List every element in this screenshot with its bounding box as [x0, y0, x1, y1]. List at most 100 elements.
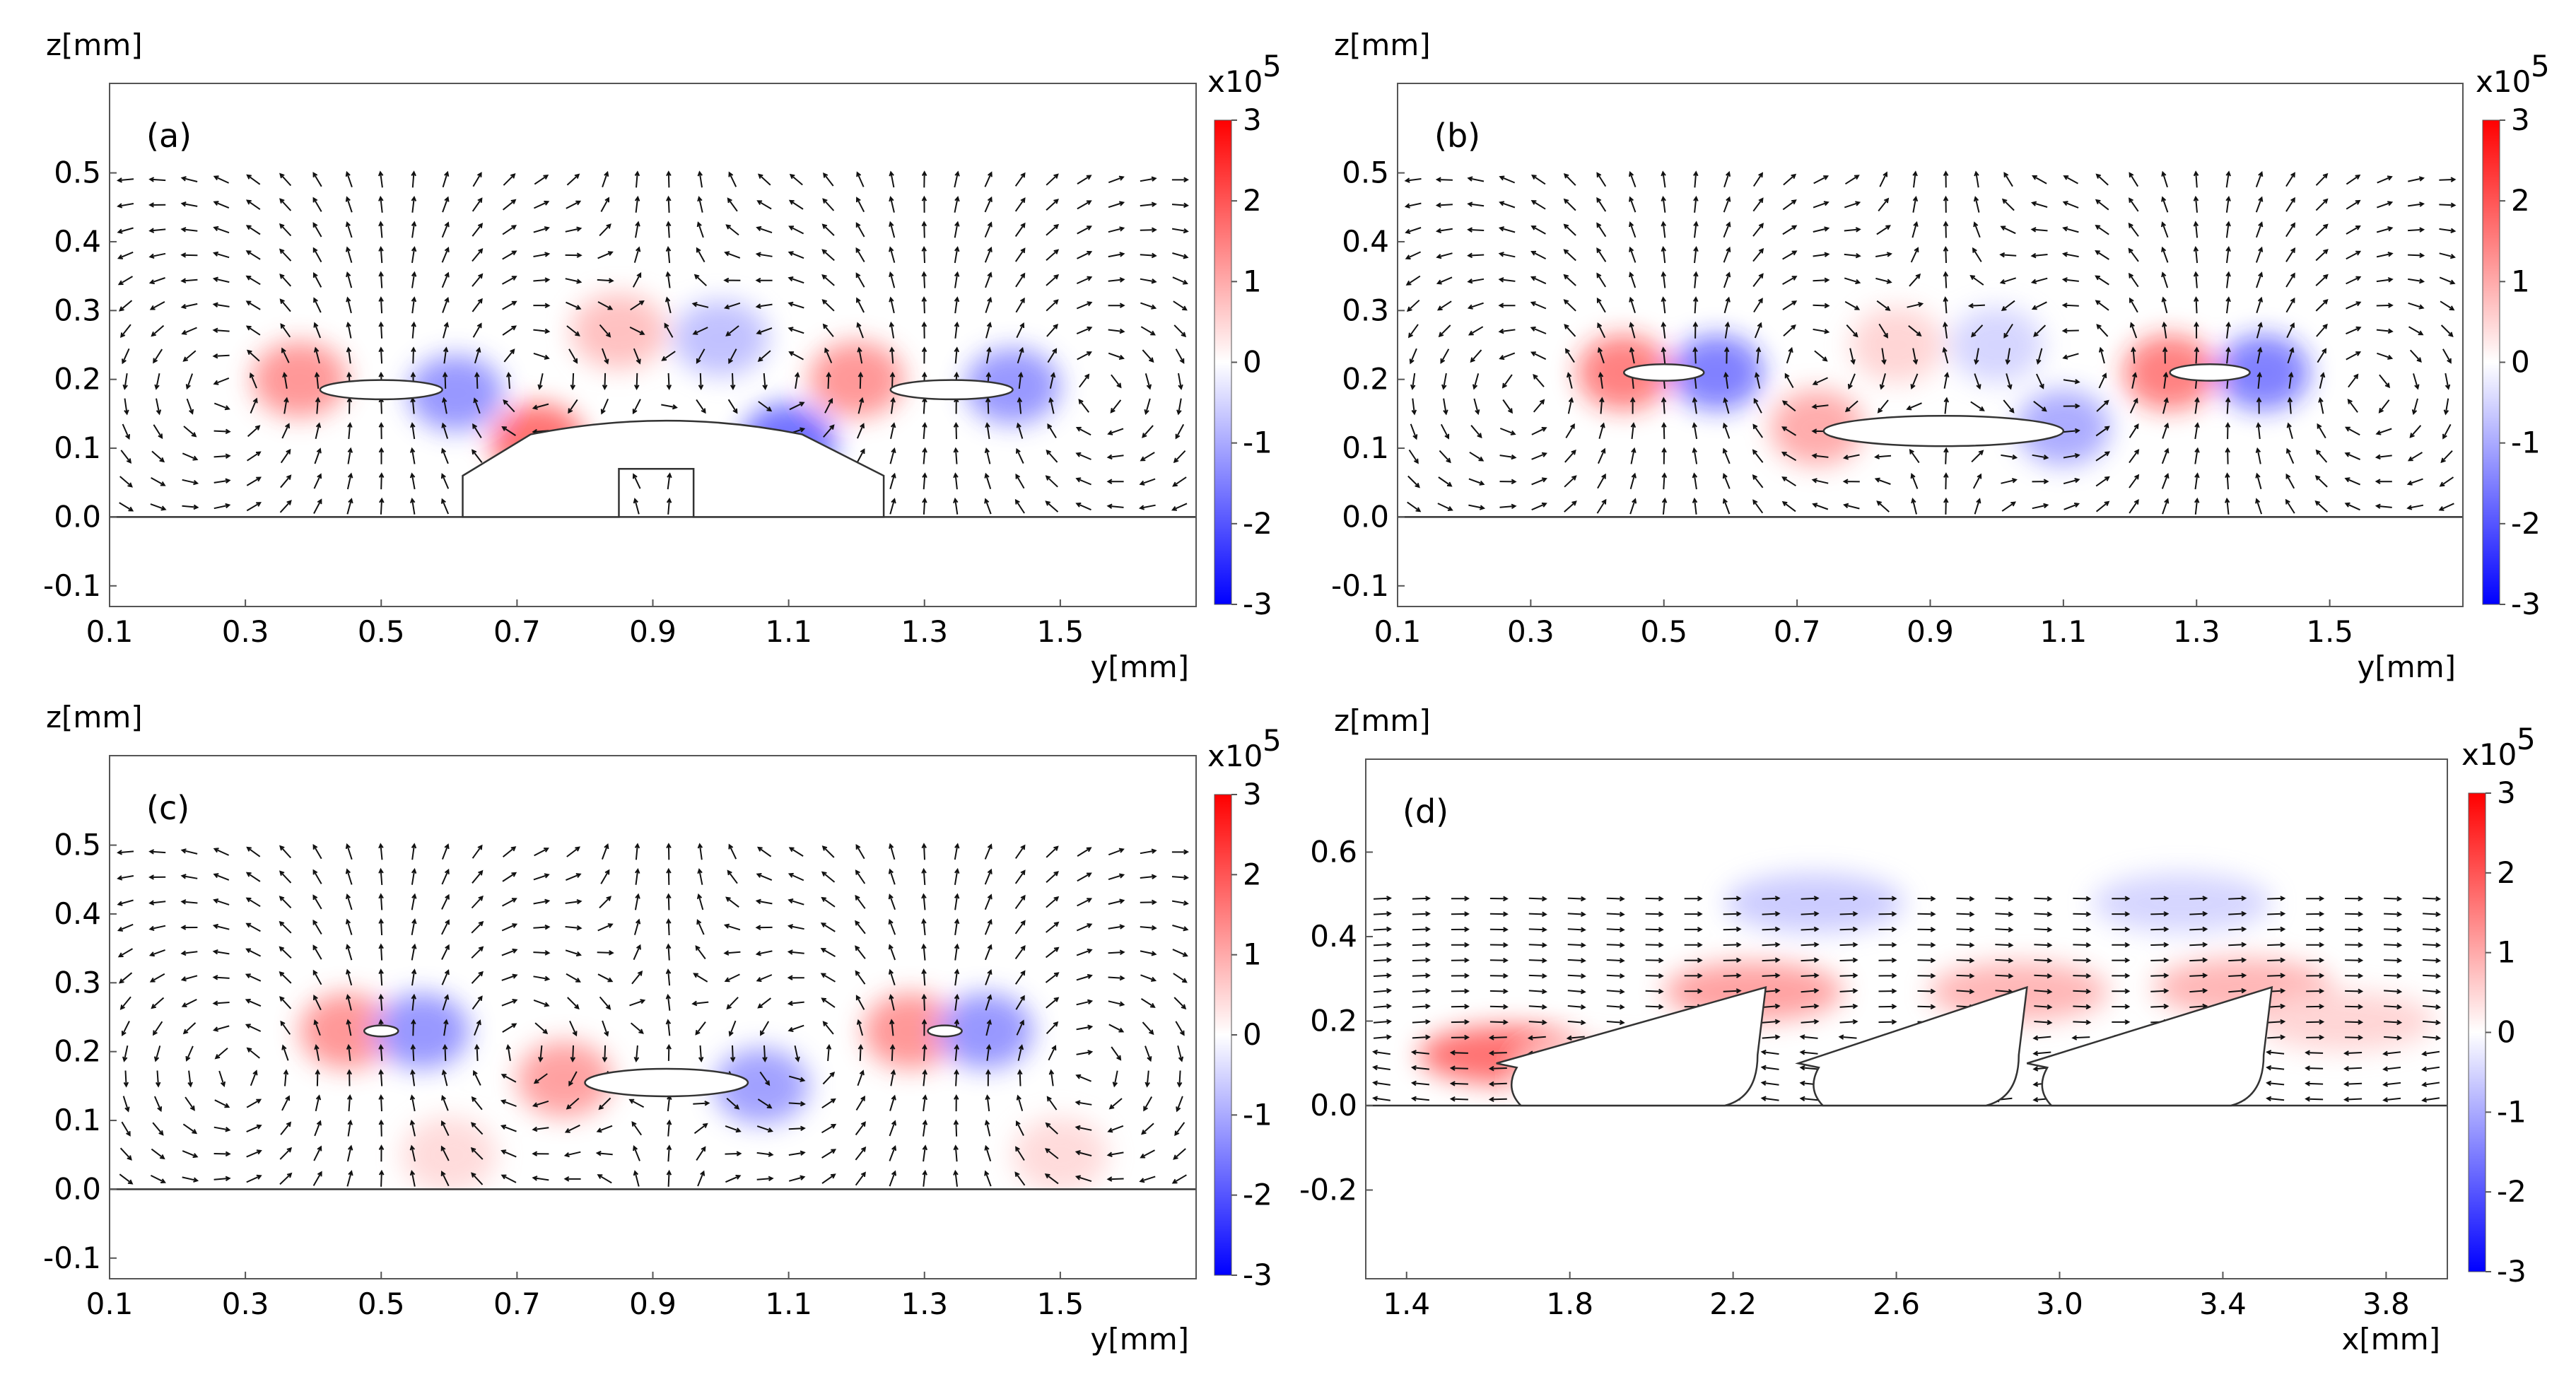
panel-b-arrow-354 — [1844, 252, 1861, 259]
panel-c-arrow-200 — [1076, 1050, 1094, 1055]
panel-a-arrow-141 — [283, 397, 289, 414]
panel-c-arrow-113 — [471, 1096, 483, 1111]
panel-d-arrow-357 — [2189, 910, 2208, 917]
panel-a-arrow-438 — [1077, 200, 1092, 210]
panel-c-arrow-389 — [599, 896, 611, 909]
panel-d-arrow-278 — [2384, 958, 2403, 963]
panel-a-arrow-148 — [503, 399, 515, 413]
panel-d-arrow-390 — [2384, 896, 2403, 902]
panel-a-ytick-label-2: 0.3 — [54, 293, 101, 327]
panel-b-arrow-338 — [2408, 278, 2425, 284]
panel-a-arrow-299 — [985, 296, 993, 313]
panel-a-arrow-29 — [1045, 500, 1059, 512]
panel-a-arrow-367 — [984, 246, 993, 263]
panel-a-arrow-94 — [953, 447, 959, 464]
panel-b-arrow-386 — [1782, 225, 1798, 235]
panel-b-arrow-130 — [2286, 422, 2293, 439]
panel-b-lobe-7 — [1950, 307, 2044, 383]
panel-a-arrow-473 — [1108, 175, 1125, 184]
panel-c-xtick-label-6: 1.3 — [901, 1287, 948, 1321]
panel-d-arrow-230 — [1606, 973, 1625, 979]
panel-c-arrow-190 — [762, 1045, 768, 1062]
panel-c-arrow-114 — [500, 1099, 517, 1107]
panel-d-arrow-179 — [1801, 1003, 1820, 1009]
panel-a-arrow-414 — [312, 197, 322, 212]
panel-c-arrow-232 — [1016, 1019, 1024, 1036]
panel-c-arrow-337 — [1108, 949, 1125, 956]
panel-c-arrow-172 — [185, 1045, 194, 1062]
panel-c-arrow-22 — [821, 1173, 836, 1184]
panel-d-arrow-386 — [2228, 896, 2247, 901]
panel-a-arrow-463 — [789, 173, 803, 186]
panel-a-arrow-354 — [565, 252, 582, 258]
panel-d-arrow-108 — [2305, 1050, 2324, 1056]
panel-a-arrow-380 — [312, 222, 322, 238]
panel-a-arrow-204 — [122, 348, 130, 365]
panel-a-arrow-160 — [890, 397, 896, 414]
panel-a-arrow-297 — [921, 296, 927, 314]
panel-d-arrow-94 — [1760, 1049, 1779, 1055]
panel-a-arrow-303 — [1108, 303, 1125, 308]
panel-c-arrow-390 — [634, 893, 640, 910]
panel-d-arrow-249 — [2345, 973, 2364, 979]
panel-c-arrow-443 — [148, 849, 166, 855]
panel-d-arrow-284 — [1528, 942, 1547, 948]
panel-d-arrow-291 — [1801, 942, 1820, 948]
panel-a-arrow-290 — [691, 302, 709, 308]
panel-c-arrow-261 — [855, 995, 865, 1010]
panel-d-arrow-245 — [2189, 973, 2208, 978]
panel-c-arrow-237 — [1175, 1021, 1185, 1036]
panel-c-arrow-336 — [1076, 948, 1093, 956]
panel-b-electrode-0 — [1622, 363, 1705, 382]
panel-b-arrow-25 — [2194, 497, 2200, 515]
panel-d-arrow-362 — [2384, 911, 2403, 918]
panel-c-arrow-351 — [471, 920, 484, 934]
panel-a-arrow-192 — [826, 371, 831, 389]
panel-b-arrow-89 — [2063, 452, 2080, 459]
panel-c-arrow-299 — [985, 968, 993, 985]
panel-a-arrow-247 — [411, 321, 416, 339]
panel-a-arrow-214 — [443, 346, 449, 364]
panel-b-arrow-164 — [2287, 397, 2293, 414]
panel-c-arrow-450 — [378, 843, 384, 860]
panel-b-arrow-6 — [1596, 498, 1607, 514]
panel-a-label: (a) — [146, 117, 192, 155]
panel-b-arrow-16 — [1911, 498, 1917, 515]
panel-b-arrow-464 — [2095, 173, 2109, 186]
panel-d-arrow-225 — [1412, 973, 1431, 978]
panel-c-arrow-312 — [312, 944, 322, 960]
panel-c-arrow-453 — [472, 844, 483, 859]
panel-c-arrow-460 — [697, 843, 703, 860]
panel-b-arrow-331 — [2193, 271, 2199, 288]
panel-a-arrow-467 — [921, 170, 927, 188]
panel-b-arrow-422 — [1844, 201, 1861, 209]
panel-c-arrow-156 — [759, 1071, 771, 1086]
panel-c-arrow-466 — [889, 843, 896, 860]
panel-c-arrow-58 — [889, 1145, 897, 1161]
panel-c-arrow-72 — [246, 1124, 262, 1133]
panel-c-arrow-388 — [565, 898, 582, 905]
panel-c-arrow-169 — [1176, 1070, 1183, 1088]
panel-c-arrow-416 — [378, 867, 384, 885]
panel-c-arrow-12 — [500, 1174, 517, 1183]
panel-d-arrow-208 — [1839, 988, 1858, 994]
panel-a-arrow-99 — [1106, 454, 1124, 460]
panel-a-arrow-186 — [634, 373, 640, 390]
panel-b-arrow-276 — [1530, 301, 1547, 310]
panel-b-cb-tick-label-0: 3 — [2511, 102, 2530, 137]
panel-c-arrow-270 — [1140, 998, 1156, 1008]
panel-b-arrow-275 — [1498, 303, 1516, 308]
panel-c-arrow-344 — [245, 922, 261, 932]
panel-b-arrow-21 — [2063, 503, 2080, 510]
panel-a-arrow-41 — [346, 472, 353, 490]
panel-a-arrow-394 — [756, 225, 773, 234]
panel-d-arrow-325 — [2034, 927, 2053, 932]
panel-a-arrow-317 — [472, 273, 484, 287]
panel-d-arrow-354 — [2073, 911, 2092, 917]
panel-a-arrow-244 — [313, 322, 322, 339]
panel-d-arrow-142 — [1451, 1019, 1470, 1025]
panel-b-arrow-50 — [1910, 473, 1919, 489]
panel-a-arrow-234 — [1077, 351, 1092, 361]
panel-b-arrow-38 — [1531, 477, 1547, 486]
panel-a-arrow-71 — [213, 453, 231, 459]
